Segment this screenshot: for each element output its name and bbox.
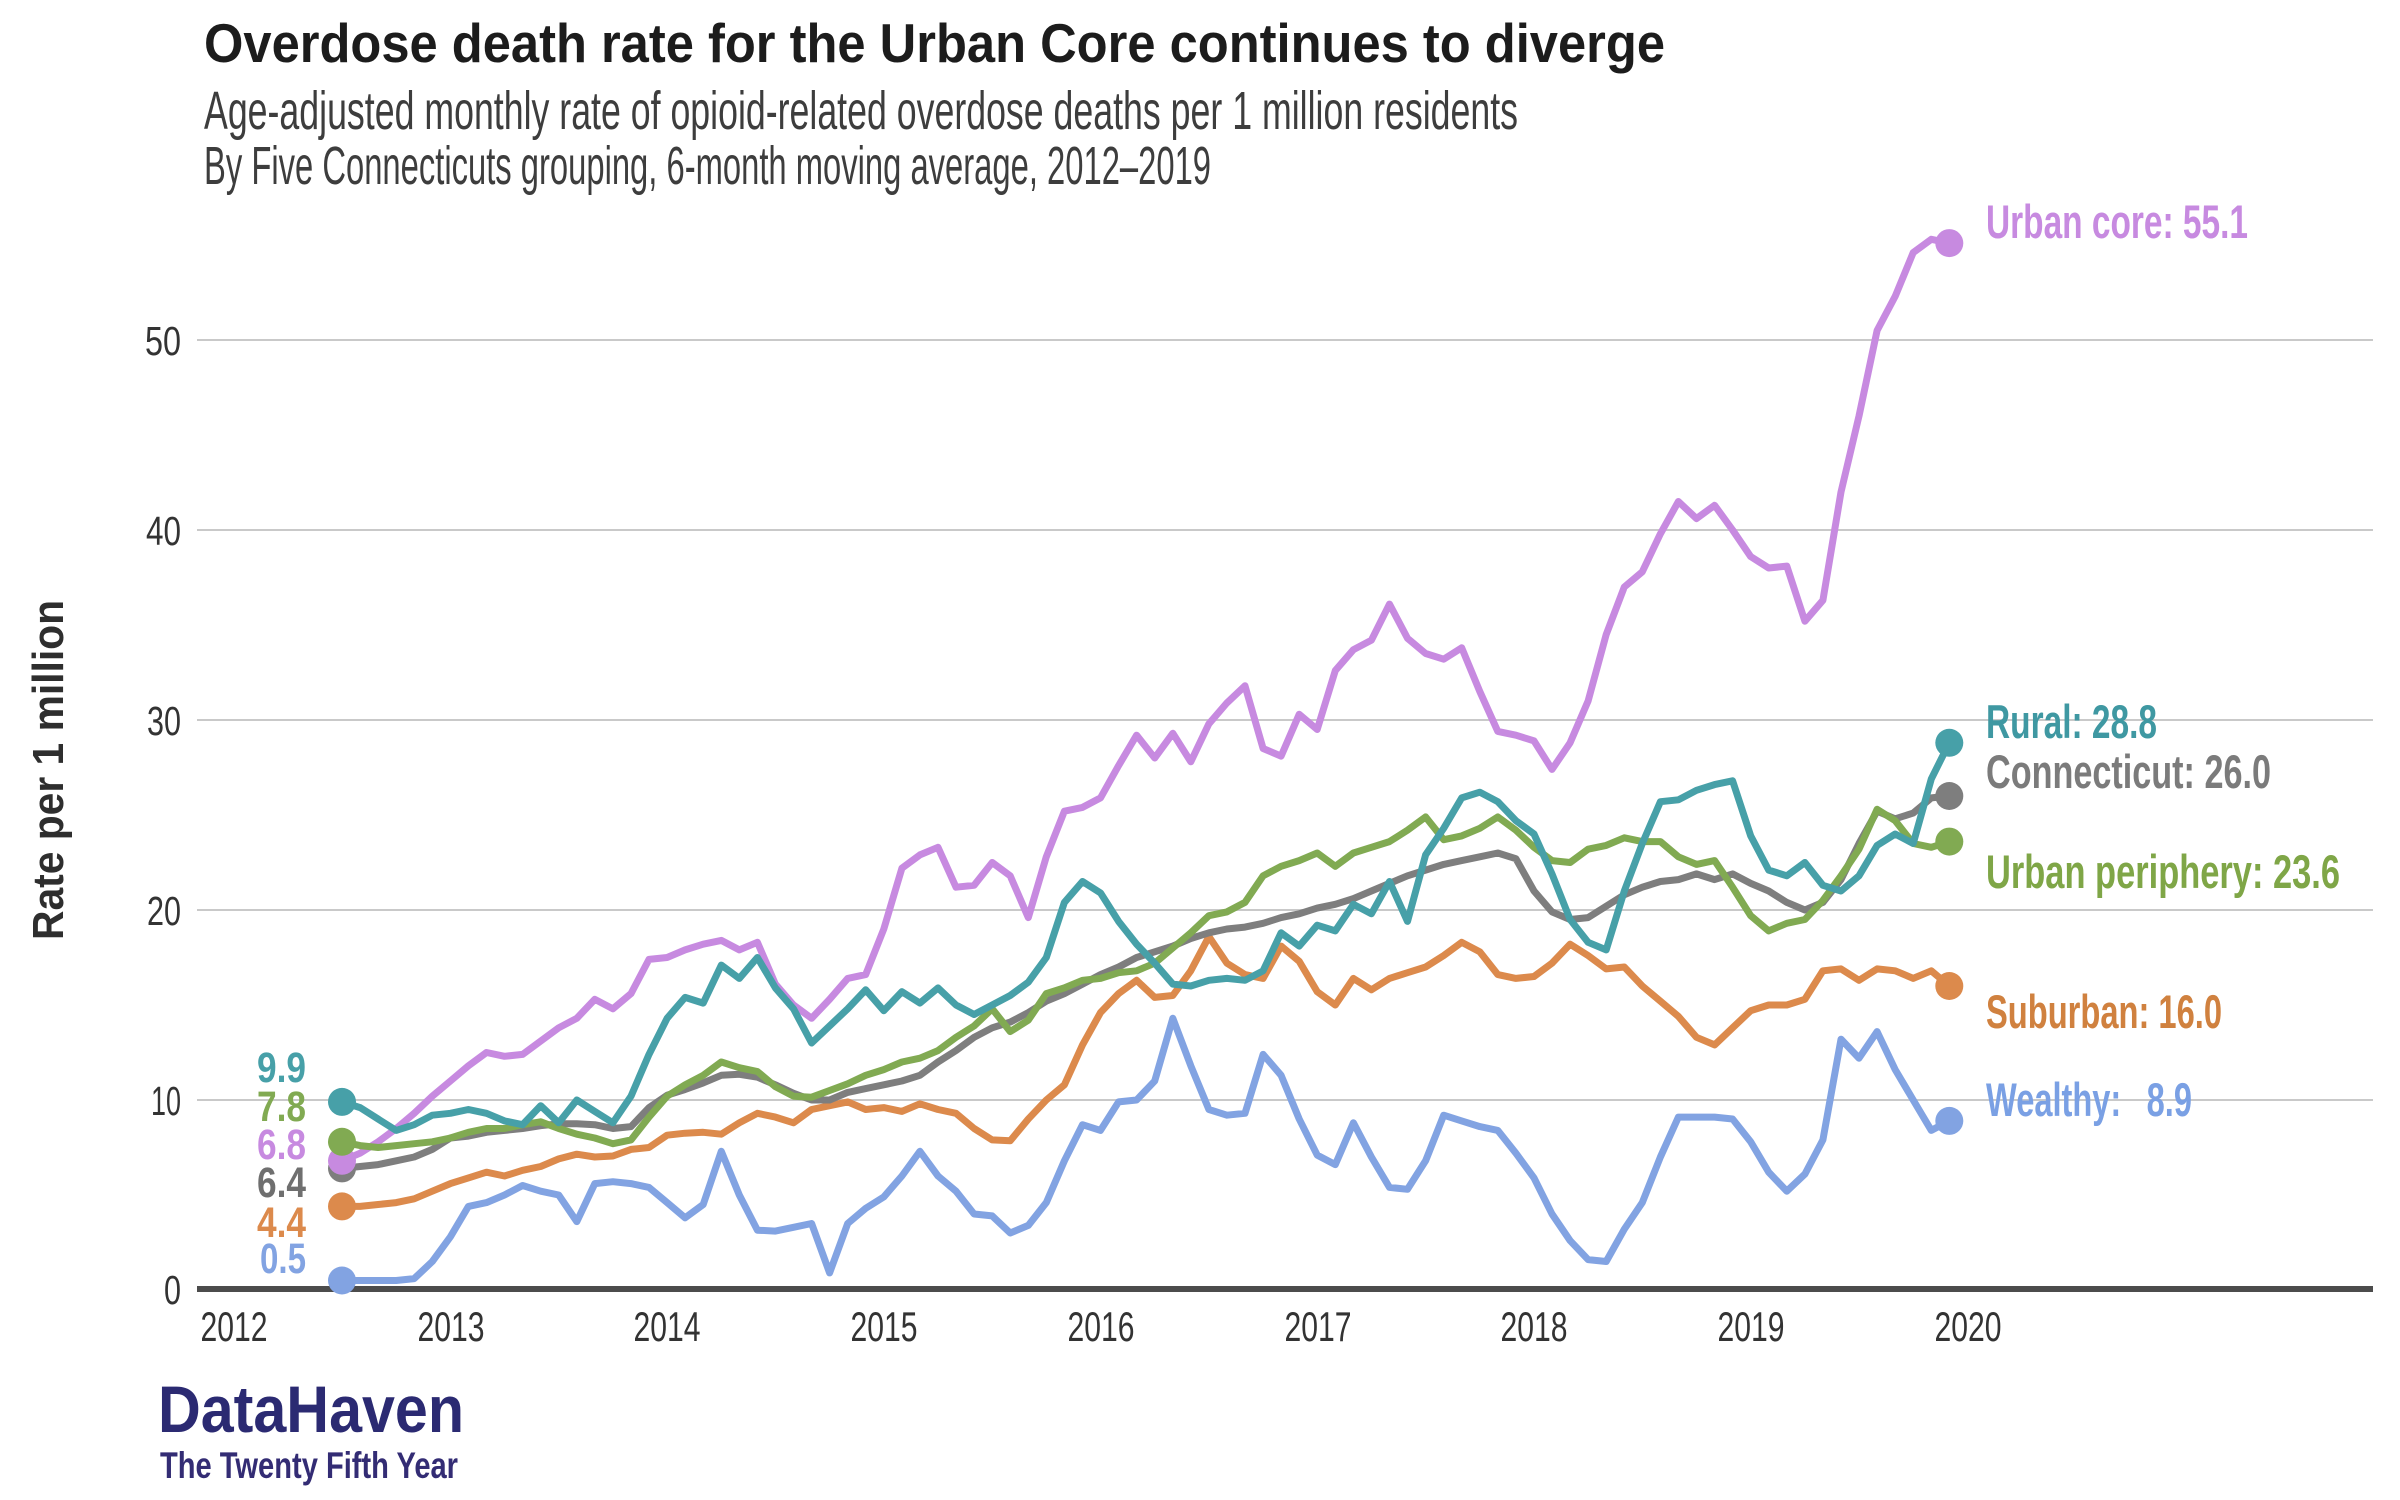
svg-text:4.4: 4.4: [257, 1199, 306, 1247]
svg-text:20: 20: [147, 888, 181, 934]
svg-text:50: 50: [145, 318, 181, 364]
svg-text:Urban core: 55.1: Urban core: 55.1: [1986, 195, 2248, 248]
svg-text:0.5: 0.5: [260, 1235, 306, 1283]
svg-text:Connecticut: 26.0: Connecticut: 26.0: [1986, 745, 2271, 798]
svg-text:2017: 2017: [1285, 1303, 1352, 1350]
svg-text:Suburban: 16.0: Suburban: 16.0: [1986, 985, 2222, 1038]
svg-text:DataHaven: DataHaven: [158, 1372, 464, 1446]
svg-text:Rate per 1 million: Rate per 1 million: [24, 600, 73, 940]
svg-text:9.9: 9.9: [257, 1044, 306, 1092]
svg-text:Rural: 28.8: Rural: 28.8: [1986, 695, 2157, 748]
svg-text:10: 10: [151, 1078, 181, 1124]
svg-text:Wealthy: 8.9: Wealthy: 8.9: [1986, 1073, 2192, 1126]
svg-text:Overdose death rate for the Ur: Overdose death rate for the Urban Core c…: [204, 12, 1665, 74]
svg-text:By Five Connecticuts grouping,: By Five Connecticuts grouping, 6-month m…: [204, 136, 1211, 196]
svg-text:2015: 2015: [851, 1303, 918, 1350]
svg-text:0: 0: [164, 1267, 181, 1313]
svg-text:2016: 2016: [1068, 1303, 1135, 1350]
svg-text:Urban periphery: 23.6: Urban periphery: 23.6: [1986, 845, 2340, 898]
svg-text:2018: 2018: [1501, 1303, 1568, 1350]
svg-text:The Twenty Fifth Year: The Twenty Fifth Year: [160, 1445, 458, 1486]
svg-text:2014: 2014: [634, 1303, 701, 1350]
svg-text:Age-adjusted monthly rate of o: Age-adjusted monthly rate of opioid-rela…: [204, 81, 1518, 141]
svg-text:2020: 2020: [1935, 1303, 2002, 1350]
svg-text:2013: 2013: [418, 1303, 485, 1350]
svg-text:30: 30: [147, 698, 181, 744]
svg-text:2019: 2019: [1718, 1303, 1785, 1350]
svg-text:6.4: 6.4: [257, 1159, 306, 1207]
svg-text:2012: 2012: [201, 1303, 268, 1350]
svg-text:6.8: 6.8: [257, 1121, 306, 1169]
svg-text:7.8: 7.8: [257, 1083, 306, 1131]
svg-text:40: 40: [146, 508, 181, 554]
